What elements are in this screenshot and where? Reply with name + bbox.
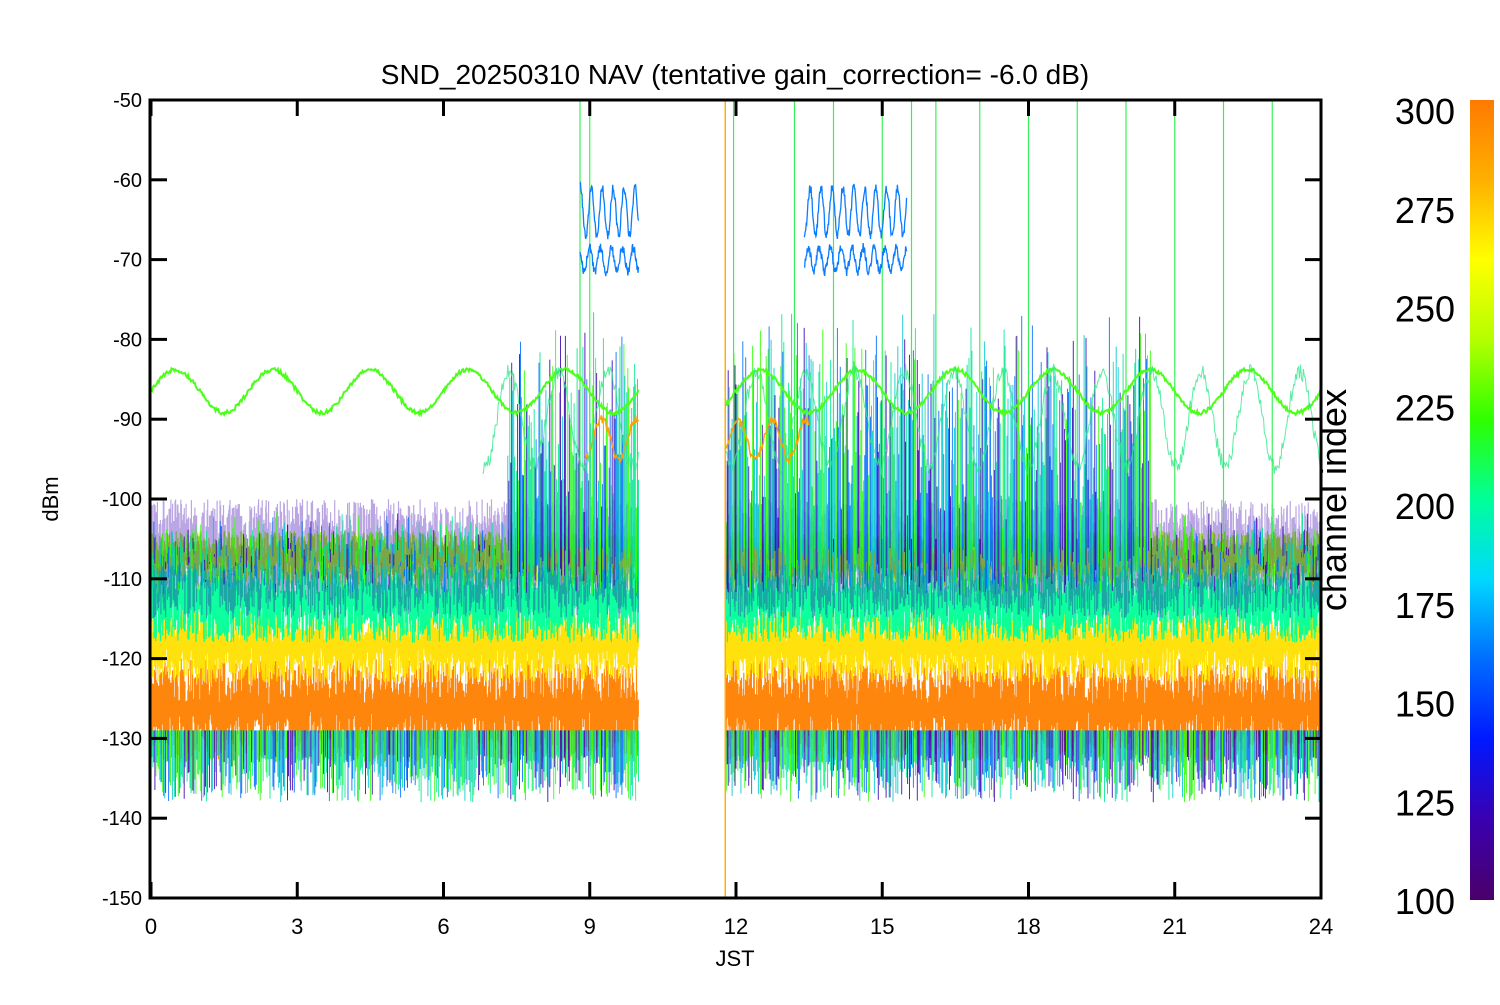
x-tick-label: 12: [724, 914, 748, 939]
colorbar-tick-label: 175: [1395, 585, 1455, 626]
colorbar-tick-label: 125: [1395, 782, 1455, 823]
colorbar-tick-label: 275: [1395, 190, 1455, 231]
y-tick-label: -70: [113, 250, 142, 272]
chart-title: SND_20250310 NAV (tentative gain_correct…: [381, 59, 1089, 90]
colorbar-label: channel index: [1313, 389, 1354, 611]
series-band-3-seg-0: [151, 562, 639, 643]
x-tick-label: 18: [1016, 914, 1040, 939]
x-tick-label: 21: [1163, 914, 1187, 939]
marker-lines: [579, 100, 1273, 898]
y-tick-label: -110: [103, 569, 142, 591]
x-tick-label: 3: [291, 914, 303, 939]
x-tick-label: 6: [437, 914, 449, 939]
y-tick-label: -50: [113, 90, 142, 112]
x-tick-label: 9: [584, 914, 596, 939]
colorbar-tick-label: 150: [1395, 684, 1455, 725]
signal-lines: [151, 100, 1321, 898]
series-orange-0: [584, 415, 640, 464]
series-osc: [482, 362, 1321, 477]
y-tick-label: -90: [113, 409, 142, 431]
spikes-seg-1: [725, 313, 1321, 803]
series-band-0-seg-1: [725, 658, 1321, 763]
series-orange-1: [725, 416, 810, 466]
y-tick-label: -80: [113, 329, 142, 351]
colorbar-tick-label: 300: [1395, 91, 1455, 132]
series-band-0-seg-0: [151, 658, 639, 763]
y-tick-label: -60: [113, 170, 142, 192]
series-band-3-seg-1: [725, 562, 1321, 643]
x-tick-label: 15: [870, 914, 894, 939]
signal-noise: [151, 312, 1321, 803]
series-blue-0-1: [579, 243, 640, 277]
series-blue-0-0: [579, 181, 640, 240]
y-tick-label: -130: [102, 728, 142, 750]
x-axis: 0 3 6 9 12 15 18 21 24: [145, 100, 1333, 939]
colorbar: [1470, 100, 1494, 900]
data-gap: [639, 102, 725, 896]
colorbar-tick-label: 225: [1395, 387, 1455, 428]
colorbar-tick-label: 200: [1395, 486, 1455, 527]
y-tick-label: -120: [102, 649, 142, 671]
y-tick-label: -140: [102, 808, 142, 830]
x-axis-label: JST: [715, 946, 754, 971]
y-tick-label: -150: [102, 888, 142, 910]
y-axis-label: dBm: [38, 476, 63, 521]
colorbar-ticks: 300 275 250 225 200 175 150 125 100: [1395, 91, 1455, 922]
colorbar-tick-label: 100: [1395, 881, 1455, 922]
y-axis: -50 -60 -70 -80 -90 -100 -110 -120 -130 -140 -150: [102, 90, 1321, 910]
x-tick-label: 0: [145, 914, 157, 939]
series-band-1-seg-0: [151, 610, 639, 683]
series-blue-1-1: [803, 242, 908, 277]
y-tick-label: -100: [102, 489, 142, 511]
spikes-seg-0: [151, 312, 639, 803]
colorbar-tick-label: 250: [1395, 289, 1455, 330]
series-blue-1-0: [803, 183, 908, 240]
x-tick-label: 24: [1309, 914, 1333, 939]
